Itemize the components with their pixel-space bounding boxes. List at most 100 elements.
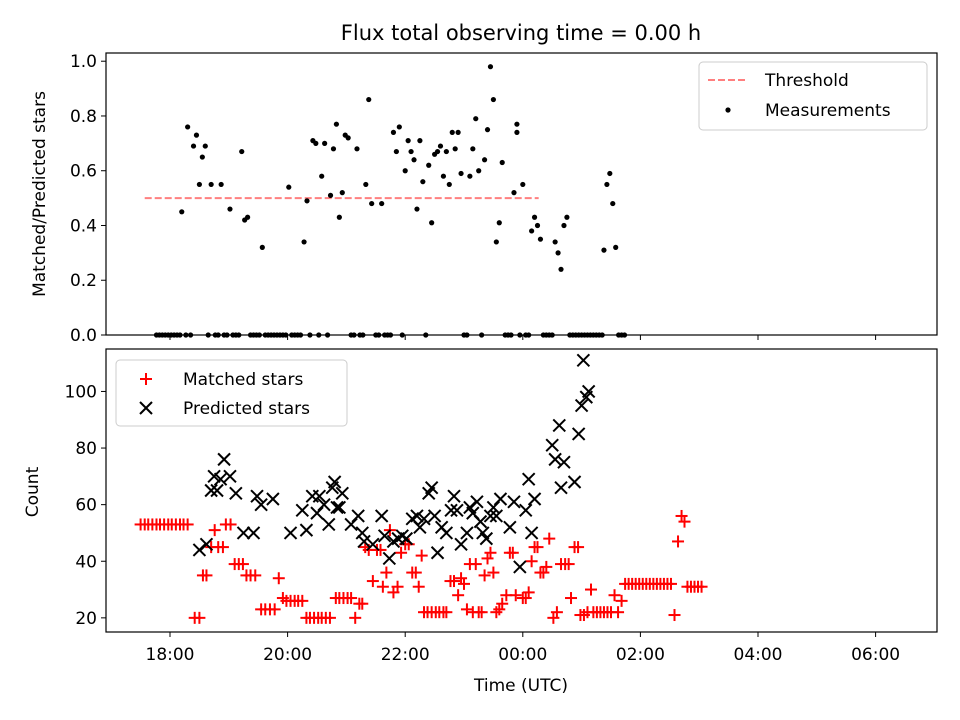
measurement-point [558,266,564,272]
measurement-point [414,206,420,212]
predicted-star-point [322,517,336,532]
matched-star-point [356,597,369,610]
measurement-point [458,170,464,177]
matched-star-point [493,603,506,616]
measurement-point [537,236,544,242]
predicted-star-point [366,537,380,551]
matched-star-point [412,580,425,593]
measurement-point [426,162,432,168]
measurement-point [411,157,417,163]
measurement-point [286,184,292,190]
matched-star-point [440,606,453,619]
predicted-star-point [454,537,468,551]
matched-star-point [509,589,522,602]
bottom-y-tick-label: 60 [75,496,97,516]
predicted-star-point [571,427,586,441]
predicted-star-point [483,509,498,523]
predicted-star-point [507,495,521,509]
measurement-point [607,170,613,177]
matched-stars-series [134,509,708,624]
predicted-star-point [557,455,571,469]
measurement-point [555,250,561,256]
matched-star-point [519,592,532,605]
predicted-star-point [283,526,298,540]
measurement-point [245,214,251,220]
matched-star-point [208,524,221,537]
x-tick-label: 00:00 [498,645,547,665]
bottom-y-tick-label: 80 [75,439,97,459]
predicted-star-point [413,520,427,534]
top-legend-box [698,61,928,131]
matched-star-point [236,558,249,571]
measurement-point [199,154,205,160]
predicted-star-point [524,526,539,540]
measurement-point [552,239,558,245]
predicted-star-point [299,523,314,537]
matched-star-point [345,592,358,605]
predicted-star-point [527,492,542,506]
predicted-star-point [410,509,424,523]
predicted-star-point [447,489,461,503]
matched-star-point [395,546,408,559]
predicted-star-point [427,509,442,523]
measurement-point [366,96,372,103]
predicted-star-point [581,384,596,399]
predicted-star-point [330,500,344,515]
top-y-tick-label: 0.6 [70,162,97,182]
measurement-point [259,244,265,250]
matched-star-point [268,603,281,616]
matched-star-point [193,611,206,624]
matched-star-point [522,586,535,599]
measurements-legend-label: Measurements [765,101,891,121]
matched-star-point [366,575,379,588]
predicted-star-point [399,531,414,546]
matched-star-point [415,549,428,562]
matched-star-point [572,541,585,554]
matched-star-point [458,577,470,590]
measurement-point [339,190,345,196]
measurement-point [322,140,328,146]
matched-star-point [296,594,309,607]
matched-star-point [487,566,500,579]
predicted-star-point [489,509,504,523]
predicted-star-point [377,529,392,543]
matched-star-point [562,558,575,571]
bottom-x-ticks: 18:00 20:00 22:00 00:00 02:00 04:00 06:00 [146,632,900,665]
measurement-point [613,244,619,250]
predicted-star-point [382,551,397,566]
measurement-point [455,129,461,135]
top-y-axis-label: Matched/Predicted stars [30,91,50,297]
predicted-star-point [210,483,224,498]
measurement-point [327,192,334,198]
predicted-legend-swatch [139,401,153,415]
predicted-star-point [266,492,280,506]
matched-star-point [608,589,621,602]
matched-star-point [460,603,473,616]
measurement-point [493,239,499,245]
measurement-point [446,181,452,188]
measurement-point [202,143,208,149]
measurement-point [313,140,319,146]
bottom-y-tick-label: 20 [75,609,97,629]
measurement-point [487,64,494,70]
x-tick-label: 04:00 [734,645,783,665]
matched-star-point [475,606,488,619]
predicted-star-point [250,489,264,503]
predicted-star-point [204,483,218,498]
matched-star-point [478,569,491,582]
predicted-star-point [513,560,527,574]
measurement-point [531,214,538,220]
matched-star-point [695,580,708,593]
predicted-star-point [223,469,237,484]
measurement-point [437,143,444,149]
matched-star-point [525,555,538,568]
bottom-y-ticks: 20 40 60 80 100 [65,382,106,629]
matched-star-point [481,552,494,565]
measurement-point [434,148,441,155]
measurement-point [481,157,488,163]
predicted-star-point [327,475,342,489]
measurement-point [520,181,526,188]
predicted-star-point [310,506,324,520]
predicted-star-point [460,526,474,540]
